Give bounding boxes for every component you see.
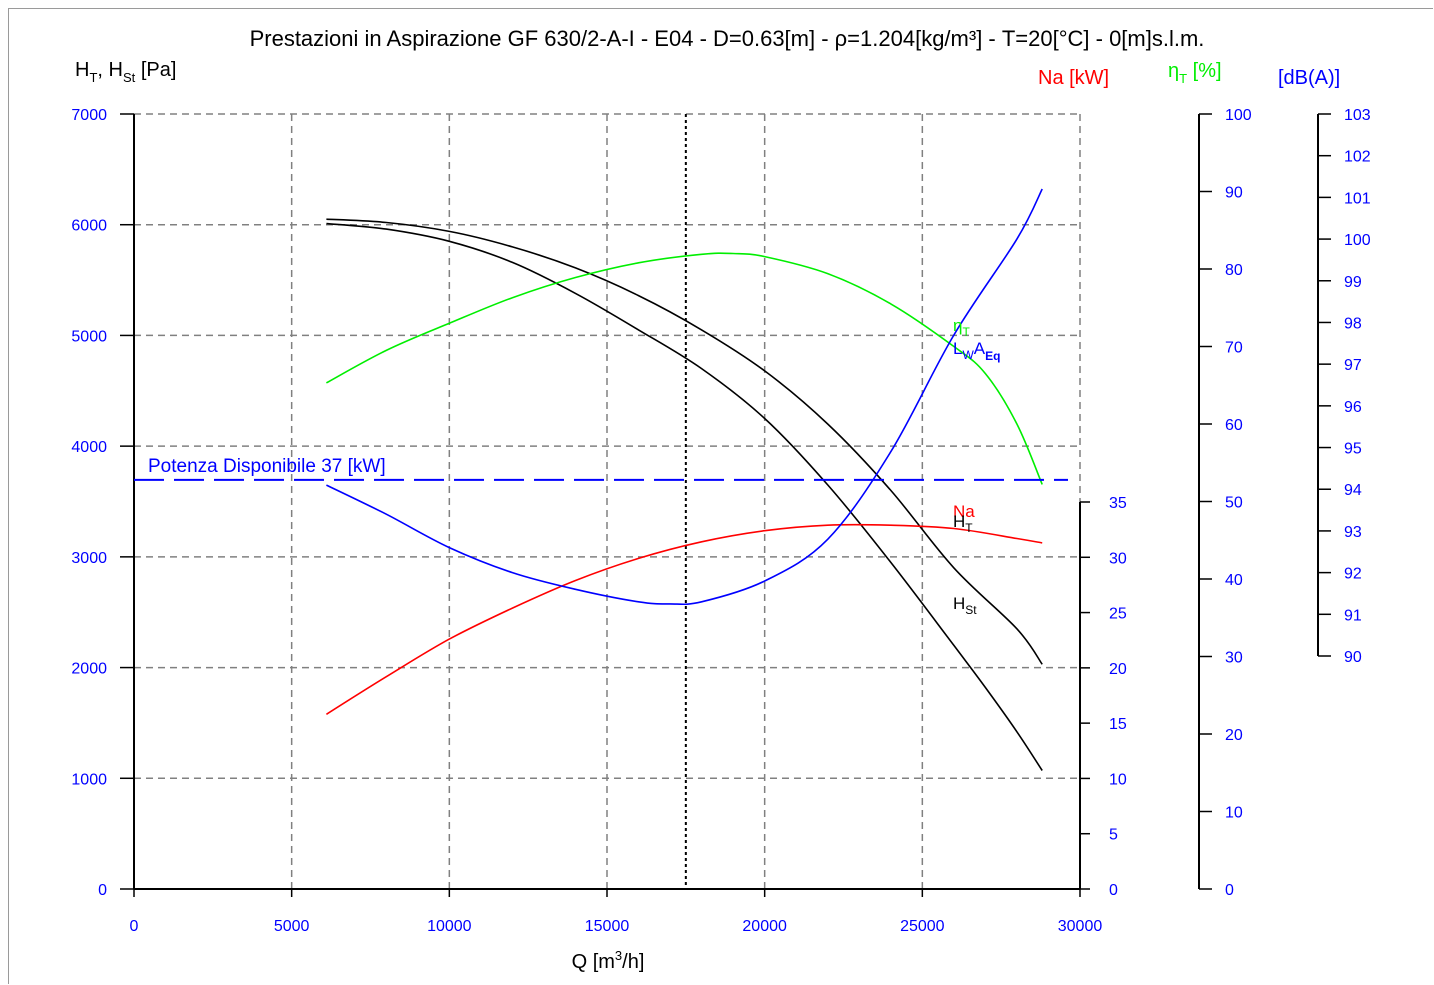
noise-tick-label: 101 [1344, 190, 1371, 207]
efficiency-tick-label: 10 [1225, 805, 1243, 822]
chart-title: Prestazioni in Aspirazione GF 630/2-A-I … [250, 26, 1205, 51]
pressure-axis-label: HT, HSt [Pa] [75, 59, 176, 85]
ht-curve [326, 218, 1043, 665]
grid [134, 113, 1081, 889]
efficiency-tick-label: 20 [1225, 727, 1243, 744]
noise-tick-label: 92 [1344, 566, 1362, 583]
noise-tick-label: 103 [1344, 107, 1371, 124]
noise-curve [326, 188, 1043, 606]
efficiency-axis-label: ηT [%] [1168, 60, 1222, 86]
x-axis-label: Q [m3/h] [572, 948, 645, 973]
noise-tick-label: 97 [1344, 357, 1362, 374]
chart-frame [8, 8, 1433, 984]
x-tick-label: 20000 [742, 918, 787, 935]
noise-tick-label: 99 [1344, 274, 1362, 291]
efficiency-curve [326, 252, 1043, 485]
pressure-tick-label: 3000 [71, 550, 107, 567]
ht-curve-label: HT [953, 512, 973, 535]
pressure-tick-label: 5000 [71, 328, 107, 345]
noise-tick-label: 90 [1344, 649, 1362, 666]
power-tick-label: 20 [1109, 661, 1127, 678]
efficiency-tick-label: 0 [1225, 882, 1234, 899]
x-tick-label: 15000 [585, 918, 630, 935]
noise-tick-label: 91 [1344, 607, 1362, 624]
noise-tick-label: 95 [1344, 441, 1362, 458]
power-tick-label: 30 [1109, 550, 1127, 567]
power-curve-label: Na [953, 502, 975, 521]
efficiency-tick-label: 60 [1225, 417, 1243, 434]
pressure-tick-label: 2000 [71, 661, 107, 678]
power-tick-label: 35 [1109, 495, 1127, 512]
tick-labels: 0 5000 10000 15000 20000 25000 300000100020003… [71, 107, 1370, 935]
pressure-tick-label: 4000 [71, 439, 107, 456]
noise-tick-label: 96 [1344, 399, 1362, 416]
noise-tick-label: 102 [1344, 149, 1371, 166]
pressure-tick-label: 6000 [71, 218, 107, 235]
noise-tick-label: 93 [1344, 524, 1362, 541]
series-lines [325, 114, 1043, 889]
hst-curve [326, 222, 1043, 771]
eta-curve-label: ηT [953, 316, 970, 339]
noise-tick-label: 98 [1344, 315, 1362, 332]
power-curve [325, 523, 1043, 715]
power-tick-label: 25 [1109, 606, 1127, 623]
efficiency-tick-label: 50 [1225, 495, 1243, 512]
power-tick-label: 10 [1109, 771, 1127, 788]
noise-tick-label: 94 [1344, 482, 1362, 499]
power-axis-label: Na [kW] [1038, 67, 1109, 89]
x-tick-label: 5000 [274, 918, 310, 935]
axes [133, 114, 1319, 890]
power-tick-label: 15 [1109, 716, 1127, 733]
power-tick-label: 5 [1109, 827, 1118, 844]
available-power-label: Potenza Disponibile 37 [kW] [148, 456, 386, 477]
noise-axis-label: [dB(A)] [1278, 67, 1340, 89]
efficiency-tick-label: 90 [1225, 185, 1243, 202]
efficiency-tick-label: 40 [1225, 572, 1243, 589]
noise-tick-label: 100 [1344, 232, 1371, 249]
efficiency-tick-label: 30 [1225, 650, 1243, 667]
efficiency-tick-label: 100 [1225, 107, 1252, 124]
hst-curve-label: HSt [953, 594, 977, 617]
pressure-tick-label: 0 [98, 882, 107, 899]
pressure-tick-label: 7000 [71, 107, 107, 124]
x-tick-label: 10000 [427, 918, 472, 935]
noise-curve-label: LWAEq [953, 339, 1000, 363]
efficiency-tick-label: 70 [1225, 340, 1243, 357]
x-tick-label: 30000 [1058, 918, 1103, 935]
pressure-tick-label: 1000 [71, 771, 107, 788]
power-tick-label: 0 [1109, 882, 1118, 899]
x-tick-label: 25000 [900, 918, 945, 935]
efficiency-tick-label: 80 [1225, 262, 1243, 279]
x-tick-label: 0 [130, 918, 139, 935]
